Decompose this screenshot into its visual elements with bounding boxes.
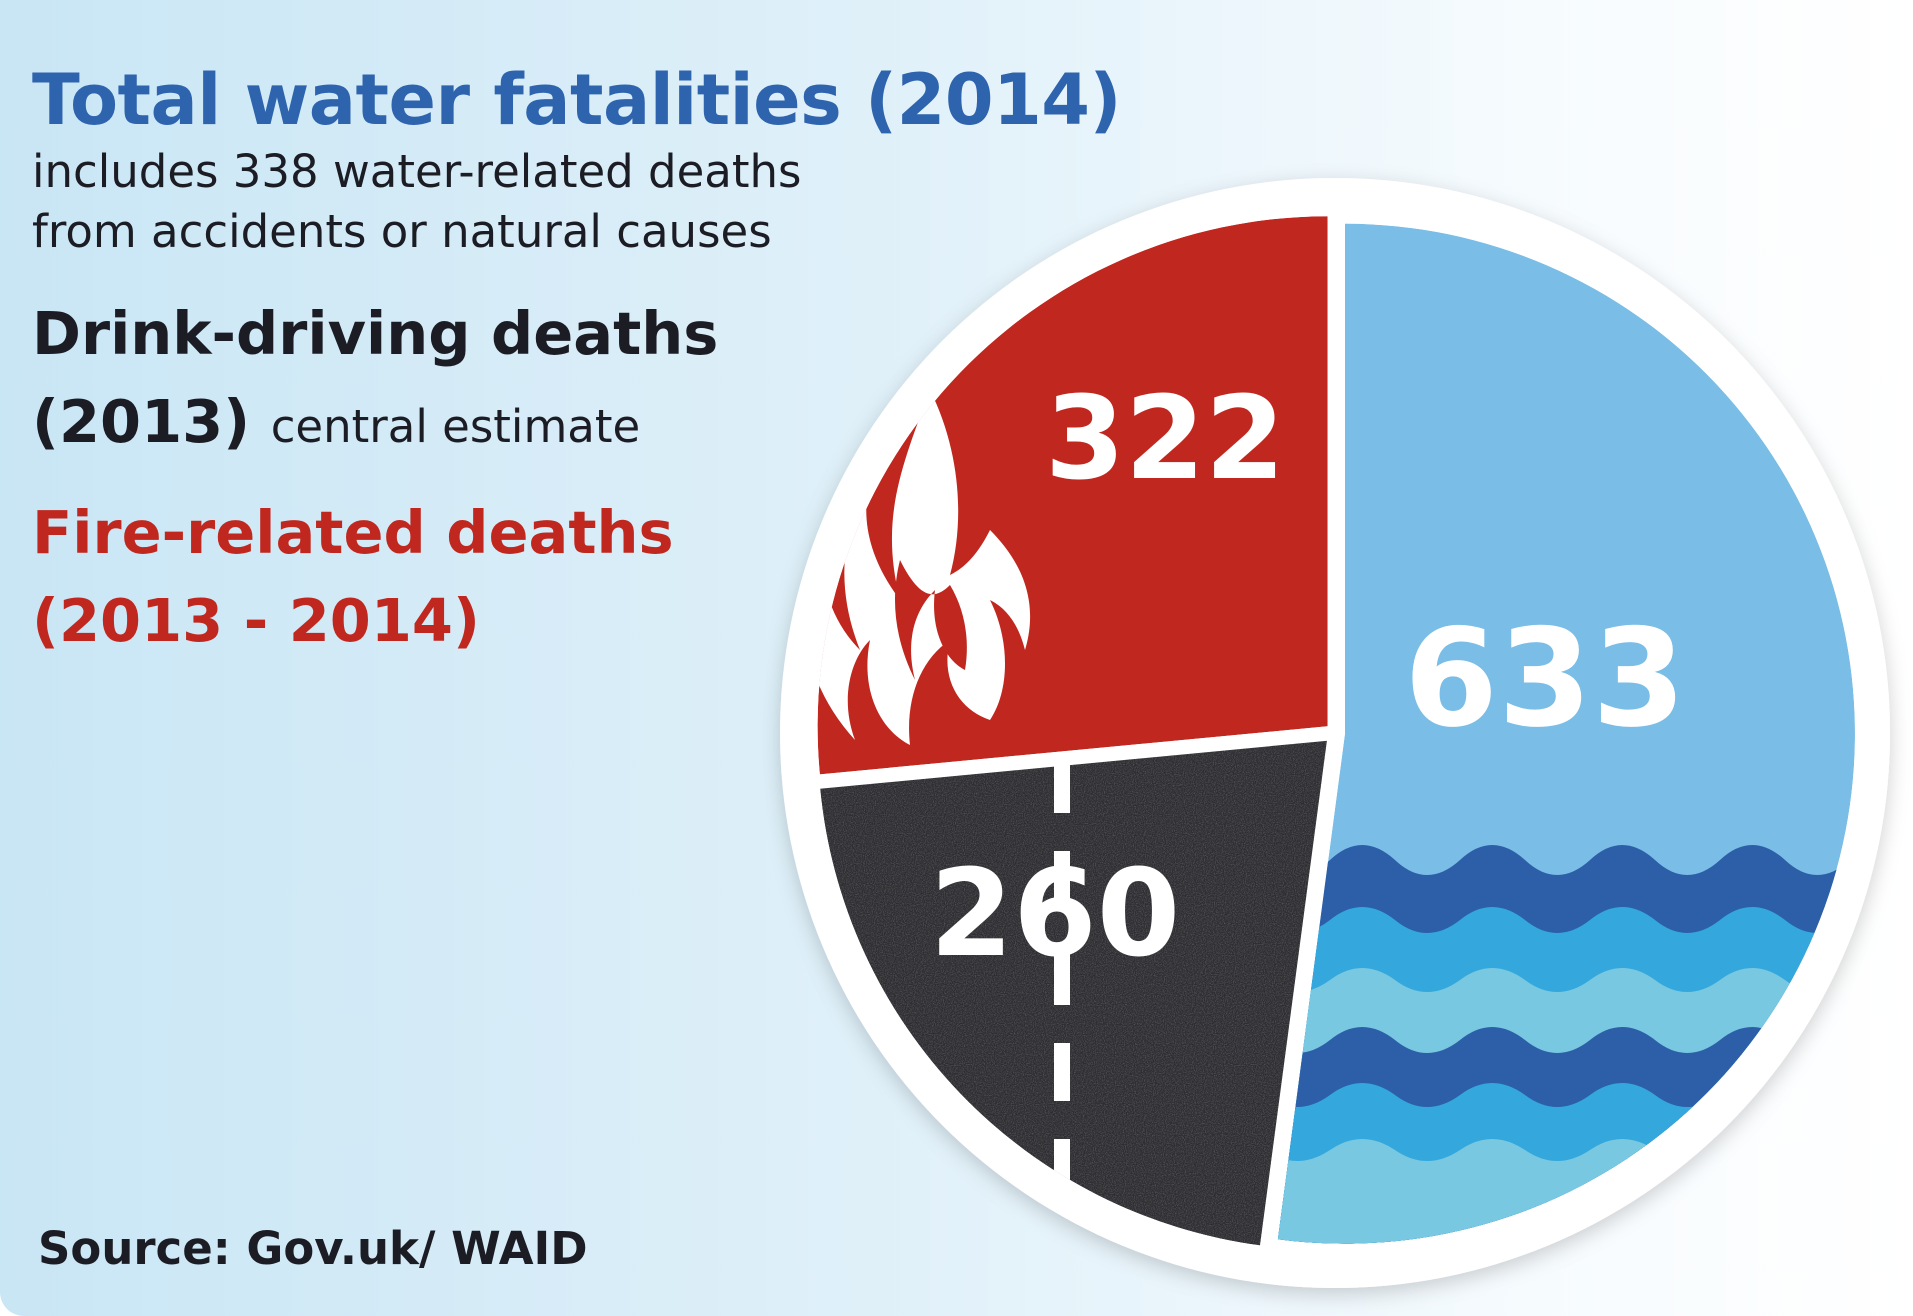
slice-label-fire: 322 [1045, 372, 1285, 506]
legend-drink-title-line1: Drink-driving deaths [32, 299, 719, 368]
legend-drink-year: (2013) [32, 387, 251, 456]
source-note: Source: Gov.uk/ WAID [38, 1222, 588, 1275]
flame-icon [817, 390, 1031, 745]
slice-fire [817, 216, 1328, 775]
slice-separator [1259, 732, 1342, 1248]
slice-label-drink: 260 [930, 845, 1181, 984]
legend: Total water fatalities (2014) includes 3… [32, 58, 1122, 665]
slice-drink [820, 739, 1328, 1246]
legend-fire-title-line1: Fire-related deaths [32, 498, 674, 567]
slice-label-water: 633 [1404, 600, 1686, 757]
slice-separator [818, 726, 1336, 789]
legend-drink-note: central estimate [270, 400, 641, 453]
legend-fire-title-line2: (2013 - 2014) [32, 586, 480, 655]
legend-water-note-line1: includes 338 water-related deaths [32, 145, 802, 198]
legend-water-note-line2: from accidents or natural causes [32, 205, 772, 258]
legend-water-title: Total water fatalities (2014) [32, 59, 1122, 141]
legend-drink-title-line2: (2013) central estimate [32, 378, 1121, 471]
